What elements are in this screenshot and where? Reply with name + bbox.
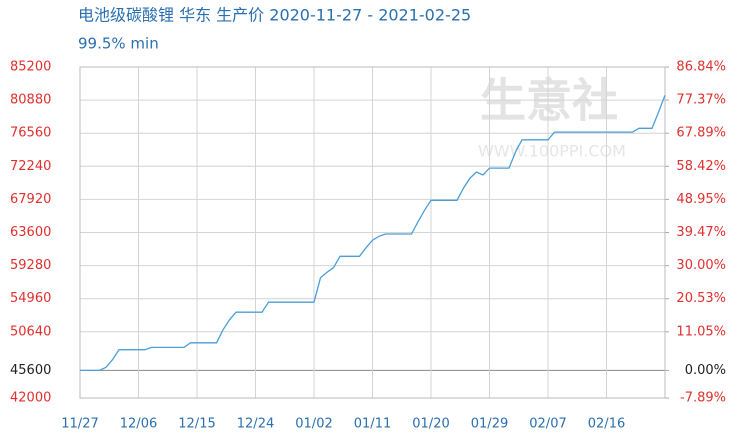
x-tick-label: 02/16 <box>588 417 625 432</box>
y-tick-label: 54960 <box>10 291 51 306</box>
y-tick-label: 59280 <box>10 258 51 273</box>
y-tick-label: 76560 <box>10 126 51 141</box>
y2-tick-label: 30.00% <box>676 258 726 273</box>
price-line <box>80 95 666 372</box>
y-tick-label: 42000 <box>10 391 51 406</box>
x-tick-label: 11/27 <box>61 417 98 432</box>
y-tick-label: 80880 <box>10 93 51 108</box>
y2-tick-label: 20.53% <box>676 291 726 306</box>
x-tick-label: 12/24 <box>237 417 274 432</box>
x-tick-label: 01/02 <box>295 417 332 432</box>
chart-title: 电池级碳酸锂 华东 生产价 2020-11-27 - 2021-02-25 <box>78 6 471 25</box>
y2-tick-label: 58.42% <box>676 159 726 174</box>
y2-tick-label: -7.89% <box>680 391 726 406</box>
x-tick-label: 01/29 <box>471 417 508 432</box>
watermark-url: WWW.100PPI.COM <box>478 142 626 161</box>
x-tick-label: 12/06 <box>120 417 157 432</box>
y2-tick-label: 11.05% <box>676 324 726 339</box>
x-tick-label: 02/07 <box>529 417 566 432</box>
y-tick-label: 85200 <box>10 60 51 75</box>
y-tick-label: 63600 <box>10 225 51 240</box>
y2-tick-label: 0.00% <box>685 363 726 378</box>
y-tick-label: 72240 <box>10 159 51 174</box>
chart-subtitle: 99.5% min <box>78 35 159 53</box>
y-tick-label: 50640 <box>10 324 51 339</box>
x-tick-label: 12/15 <box>178 417 215 432</box>
y2-tick-label: 67.89% <box>676 126 726 141</box>
y-tick-label: 67920 <box>10 192 51 207</box>
y2-tick-label: 86.84% <box>676 60 726 75</box>
y2-tick-label: 39.47% <box>676 225 726 240</box>
y2-tick-label: 48.95% <box>676 192 726 207</box>
y2-tick-label: 77.37% <box>676 93 726 108</box>
y-tick-label: 45600 <box>10 363 51 378</box>
x-tick-label: 01/20 <box>412 417 449 432</box>
plot-frame <box>79 66 666 399</box>
x-tick-label: 01/11 <box>354 417 391 432</box>
